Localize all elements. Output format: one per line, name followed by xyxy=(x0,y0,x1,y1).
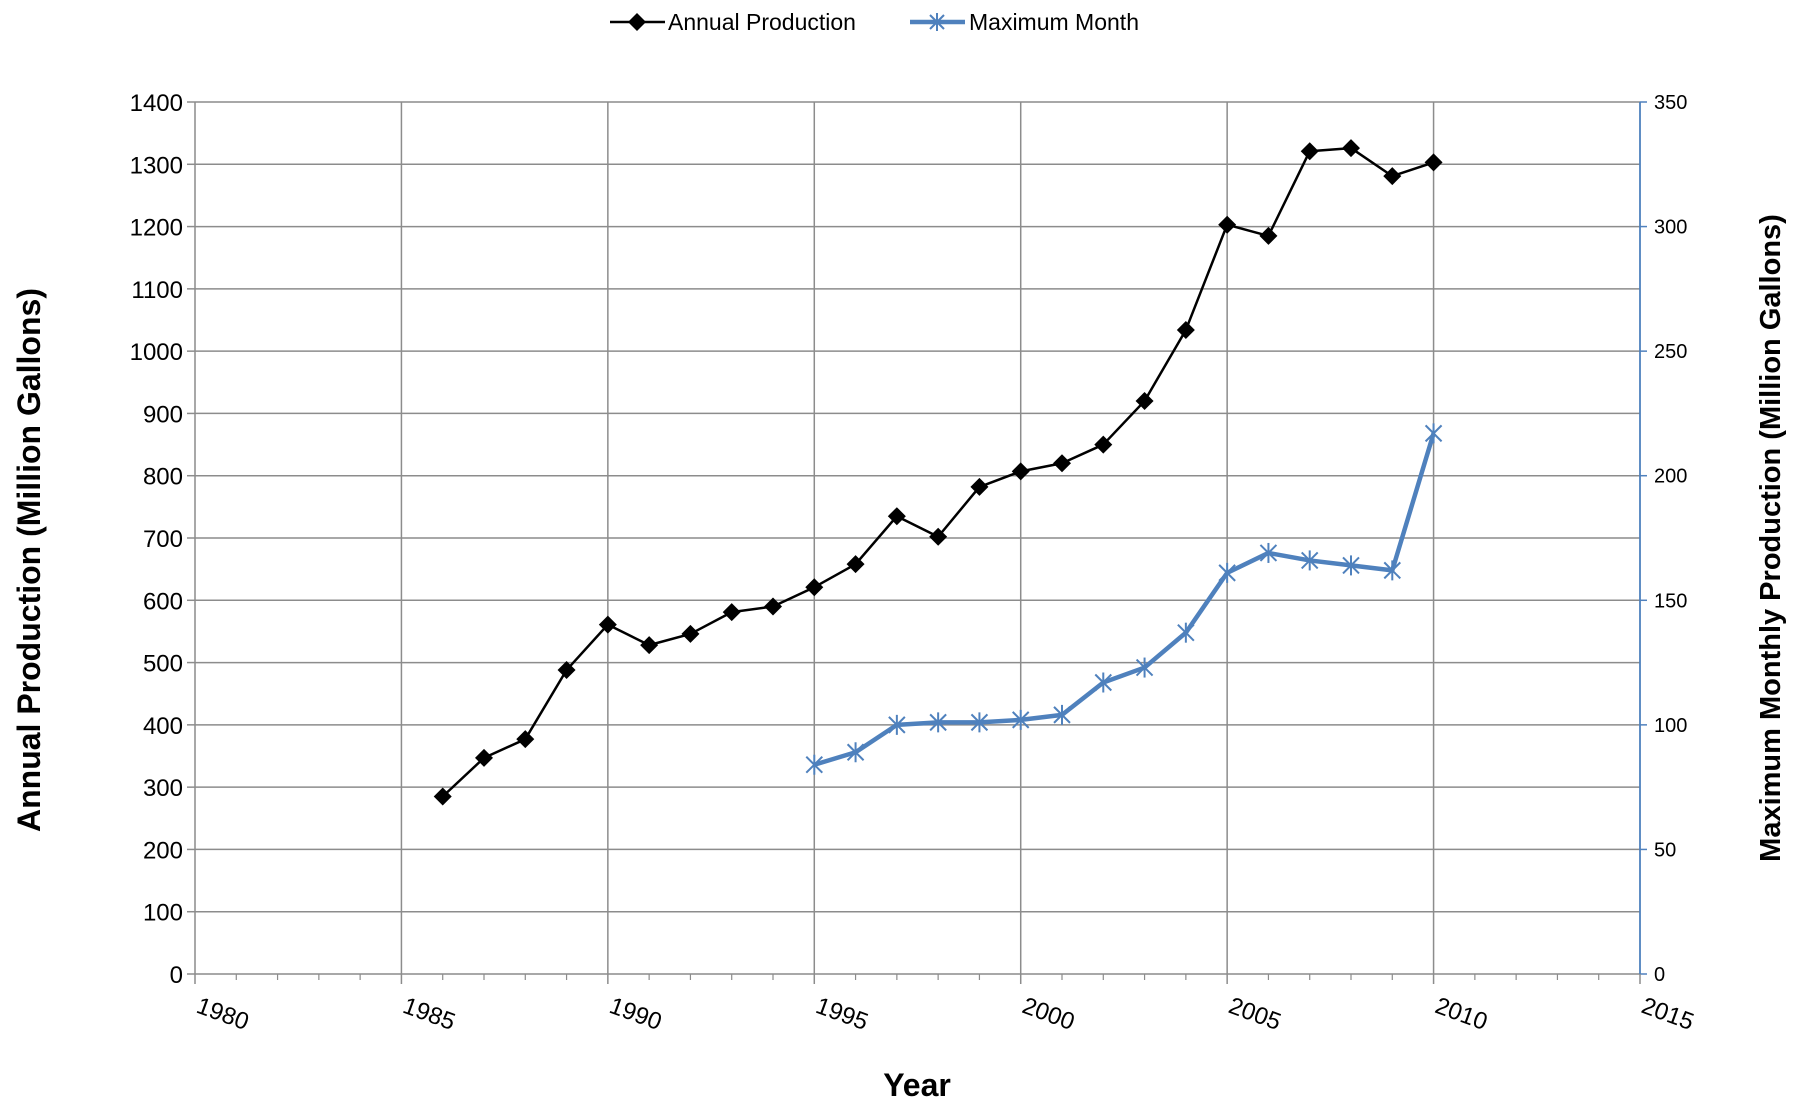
y2-tick-label: 350 xyxy=(1654,92,1687,114)
y2-tick-label: 200 xyxy=(1654,466,1687,488)
data-point xyxy=(1301,550,1319,571)
y-tick-label: 700 xyxy=(143,526,183,553)
x-axis-title: Year xyxy=(883,1067,951,1103)
y2-axis-title: Maximum Monthly Production (Million Gall… xyxy=(1755,214,1787,862)
y2-tick-label: 250 xyxy=(1654,341,1687,363)
data-point xyxy=(805,578,824,597)
series-line xyxy=(441,146,1434,798)
y-tick-label: 200 xyxy=(143,837,183,864)
data-point xyxy=(970,477,989,496)
y-tick-label: 1200 xyxy=(130,215,183,242)
y-tick-label: 600 xyxy=(143,588,183,615)
data-point xyxy=(433,787,452,806)
data-point xyxy=(929,712,947,733)
data-point xyxy=(1342,555,1360,576)
y-axis-title: Annual Production (Million Gallons) xyxy=(11,288,47,832)
data-point xyxy=(640,636,659,655)
data-point xyxy=(1383,560,1401,581)
data-point xyxy=(1383,167,1402,186)
data-point xyxy=(1259,226,1278,245)
y2-tick-label: 300 xyxy=(1654,217,1687,239)
data-point xyxy=(1094,672,1112,693)
y2-tick-label: 150 xyxy=(1654,590,1687,612)
data-point xyxy=(475,748,493,767)
data-point xyxy=(1053,704,1071,725)
gridlines xyxy=(195,101,1640,974)
data-point xyxy=(1094,435,1113,454)
data-point xyxy=(1424,423,1443,444)
data-point xyxy=(805,754,823,775)
data-point xyxy=(929,527,948,546)
legend-marker-annual xyxy=(628,13,646,31)
data-point xyxy=(1342,139,1360,158)
legend-item-annual-production: Annual Production xyxy=(610,9,856,35)
y-tick-label: 300 xyxy=(143,775,183,802)
y2-tick-label: 0 xyxy=(1654,964,1665,986)
data-point xyxy=(1176,320,1195,339)
y2-axis-ticks: 0 50 100 150 200 250 300 350 xyxy=(1640,92,1687,986)
y-axis-ticks: 0 100 200 300 400 500 600 700 800 900 1000 1100 1200… xyxy=(130,90,195,989)
data-point xyxy=(722,603,741,622)
x-tick-label: 2010 xyxy=(1432,992,1491,1036)
y2-tick-label: 50 xyxy=(1654,839,1676,861)
data-point xyxy=(1300,142,1319,161)
data-point xyxy=(1135,657,1154,678)
legend-label-annual: Annual Production xyxy=(668,9,856,35)
data-point xyxy=(1011,462,1030,481)
y-tick-label: 400 xyxy=(143,713,183,740)
y-tick-label: 1100 xyxy=(131,277,183,304)
y-tick-label: 100 xyxy=(143,900,183,927)
data-point xyxy=(1259,542,1278,563)
series-line xyxy=(813,432,1436,767)
data-point xyxy=(1218,562,1236,583)
y-tick-label: 1000 xyxy=(130,339,183,366)
y-tick-label: 0 xyxy=(170,962,183,989)
x-tick-label: 1985 xyxy=(399,992,458,1036)
series-maximum-month xyxy=(805,423,1443,775)
data-point xyxy=(764,597,782,616)
data-point xyxy=(1218,215,1237,234)
x-tick-label: 1990 xyxy=(606,992,665,1036)
data-point xyxy=(846,742,865,763)
legend-marker-max-month xyxy=(929,13,945,31)
data-point xyxy=(681,624,700,643)
legend: Annual Production Maximum Month xyxy=(610,9,1139,35)
series-group xyxy=(433,139,1443,806)
x-tick-label: 1995 xyxy=(812,992,871,1036)
series-annual-production xyxy=(433,139,1443,806)
y-tick-label: 1300 xyxy=(130,152,183,179)
y-tick-label: 1400 xyxy=(130,90,183,117)
legend-item-maximum-month: Maximum Month xyxy=(910,9,1139,35)
data-point xyxy=(1135,391,1154,410)
data-point xyxy=(888,714,906,735)
data-point xyxy=(516,730,535,749)
data-point xyxy=(1012,709,1030,730)
data-point xyxy=(846,555,865,574)
legend-label-max-month: Maximum Month xyxy=(969,9,1139,35)
y2-tick-label: 100 xyxy=(1654,715,1687,737)
y-tick-label: 800 xyxy=(143,464,183,491)
data-point xyxy=(1177,622,1195,643)
y-tick-label: 900 xyxy=(143,401,183,428)
x-tick-label: 2000 xyxy=(1019,992,1078,1036)
x-axis-ticks: 1980 1985 1990 1995 2000 2005 2010 2015 xyxy=(193,974,1697,1036)
x-tick-label: 2015 xyxy=(1638,992,1697,1036)
data-point xyxy=(598,615,617,634)
data-point xyxy=(557,661,576,680)
data-point xyxy=(1053,454,1071,473)
data-point xyxy=(1424,153,1443,172)
data-point xyxy=(970,712,989,733)
x-tick-label: 1980 xyxy=(193,992,252,1036)
data-point xyxy=(887,507,906,526)
x-tick-label: 2005 xyxy=(1225,992,1284,1036)
y-tick-label: 500 xyxy=(143,651,183,678)
